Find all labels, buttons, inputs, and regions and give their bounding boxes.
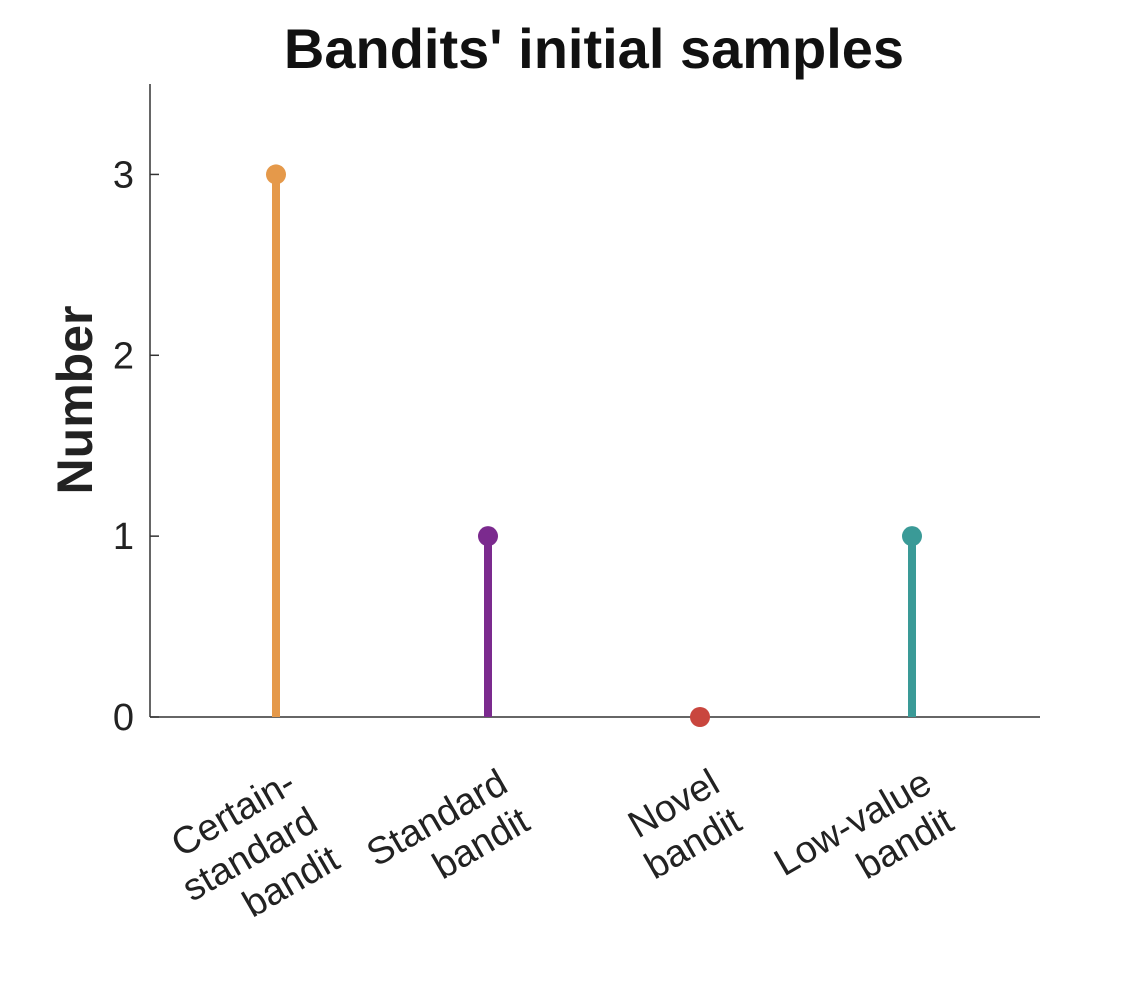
y-tick-label-2: 2 <box>113 335 134 377</box>
y-axis-label: Number <box>47 306 103 495</box>
x-tick-label-3: Novelbandit <box>616 761 749 888</box>
x-tick-text-3: Novelbandit <box>616 761 749 887</box>
x-tick-label-4: Low-valuebandit <box>767 761 960 922</box>
stem-marker-1 <box>266 164 286 185</box>
y-tick-label-0: 0 <box>113 697 134 739</box>
x-tick-text-1: Certain-standardbandit <box>153 761 346 948</box>
stem-marker-4 <box>902 526 922 547</box>
x-tick-label-2: Standardbandit <box>360 761 537 913</box>
y-tick-label-1: 1 <box>113 516 134 558</box>
x-tick-text-4: Low-valuebandit <box>767 761 960 922</box>
stem-marker-3 <box>690 707 710 727</box>
x-tick-text-2: Standardbandit <box>360 761 537 913</box>
chart-title: Bandits' initial samples <box>284 17 904 80</box>
axes <box>149 84 1040 718</box>
stems <box>266 164 922 727</box>
x-tick-label-1: Certain-standardbandit <box>153 761 346 948</box>
y-ticks: 0 1 2 3 <box>113 154 159 739</box>
stem-marker-2 <box>478 526 498 547</box>
y-tick-label-3: 3 <box>113 154 134 196</box>
